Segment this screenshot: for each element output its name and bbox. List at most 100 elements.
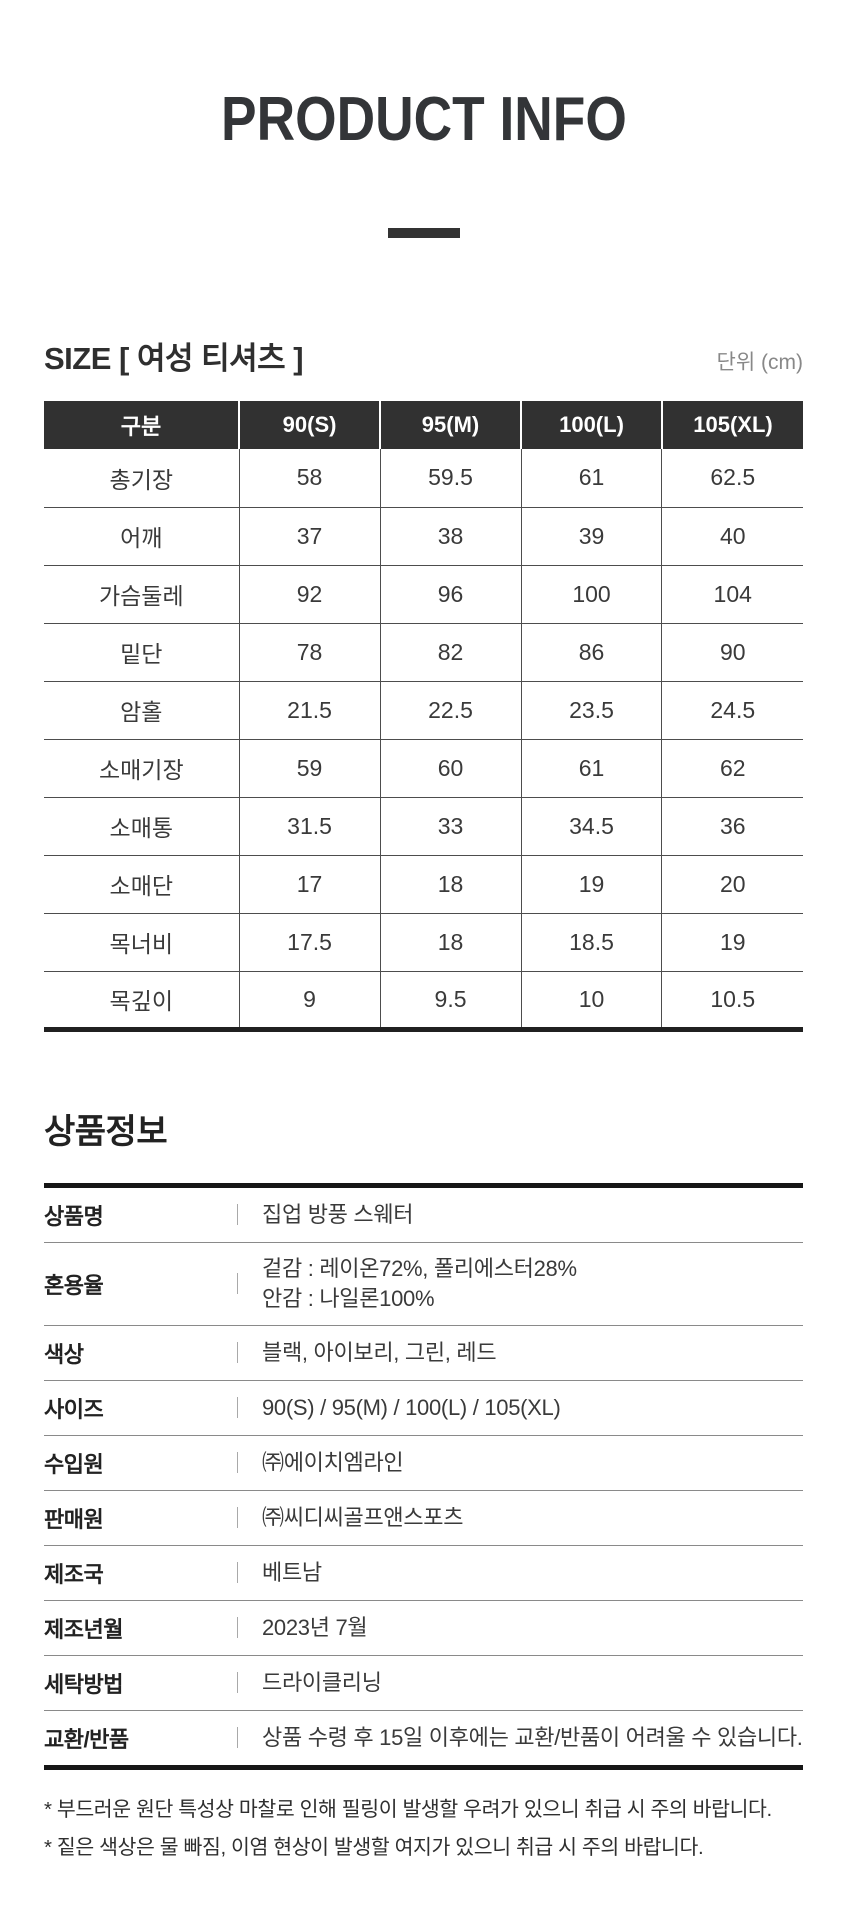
- size-table: 구분 90(S) 95(M) 100(L) 105(XL) 총기장 58 59.5 61 62.…: [44, 401, 803, 1032]
- size-cell: 82: [379, 622, 522, 681]
- size-cell: 34.5: [520, 796, 662, 855]
- size-cell: 62: [661, 738, 803, 797]
- info-row-value: 드라이클리닝: [262, 1669, 382, 1695]
- info-row: 색상 블랙, 아이보리, 그린, 레드: [44, 1324, 803, 1380]
- footnote-line: * 짙은 색상은 물 빠짐, 이염 현상이 발생할 여지가 있으니 취급 시 주…: [44, 1835, 704, 1859]
- info-row-value: 90(S) / 95(M) / 100(L) / 105(XL): [262, 1394, 561, 1420]
- size-section-header: SIZE [ 여성 티셔츠 ] 단위 (cm): [44, 333, 803, 378]
- info-row-value: 상품 수령 후 15일 이후에는 교환/반품이 어려울 수 있습니다.: [262, 1724, 803, 1750]
- size-row-label: 총기장: [109, 466, 174, 493]
- size-cell: 17: [238, 854, 381, 913]
- size-cell: 9: [238, 970, 381, 1029]
- size-table-header-row: 구분 90(S) 95(M) 100(L) 105(XL): [44, 401, 803, 449]
- info-row-label: 수입원: [44, 1451, 104, 1477]
- size-cell: 61: [520, 738, 662, 797]
- info-row: 사이즈 90(S) / 95(M) / 100(L) / 105(XL): [44, 1379, 803, 1435]
- info-row-divider: [237, 1507, 238, 1528]
- info-row-label: 혼용율: [44, 1272, 104, 1298]
- info-row-label: 색상: [44, 1341, 84, 1367]
- size-cell: 62.5: [661, 449, 803, 507]
- info-row-divider: [237, 1562, 238, 1583]
- product-info-heading: 상품정보: [44, 1112, 168, 1151]
- size-row-label: 어깨: [44, 506, 240, 565]
- size-row-label: 목깊이: [44, 970, 240, 1029]
- info-row: 수입원 ㈜에이치엠라인: [44, 1434, 803, 1490]
- size-cell: 10.5: [661, 970, 803, 1029]
- size-table-column-header: 105(XL): [660, 401, 803, 449]
- info-row: 제조국 베트남: [44, 1544, 803, 1600]
- size-cell: 104: [661, 564, 803, 623]
- size-cell: 21.5: [238, 680, 381, 739]
- size-cell: 86: [520, 622, 662, 681]
- size-row-label: 밑단: [44, 622, 240, 681]
- info-row-label: 세탁방법: [44, 1671, 123, 1697]
- info-row-label: 제조국: [44, 1561, 104, 1587]
- size-cell: 92: [238, 564, 381, 623]
- info-row-value: 겉감 : 레이온72%, 폴리에스터28% 안감 : 나일론100%: [262, 1255, 577, 1311]
- size-table-column-header: 90(S): [238, 401, 381, 449]
- size-cell: 18.5: [520, 912, 662, 971]
- page-title: PRODUCT INFO: [220, 85, 627, 154]
- size-cell: 18: [379, 912, 522, 971]
- info-row-label: 판매원: [44, 1506, 104, 1532]
- size-row-label: 가슴둘레: [44, 564, 240, 623]
- size-cell: 61: [520, 449, 662, 507]
- info-row-value: 2023년 7월: [262, 1614, 368, 1640]
- size-table-row: 소매통 31.5 33 34.5 36: [44, 796, 803, 855]
- size-cell: 19: [520, 854, 662, 913]
- size-cell: 39: [520, 506, 662, 565]
- size-cell: 90: [661, 622, 803, 681]
- size-cell: 37: [238, 506, 381, 565]
- info-row-label: 사이즈: [44, 1396, 104, 1422]
- info-row-divider: [237, 1452, 238, 1473]
- size-cell: 20: [661, 854, 803, 913]
- size-cell: 78: [238, 622, 381, 681]
- size-table-row: 소매기장 59 60 61 62: [44, 738, 803, 797]
- size-table-row: 총기장 58 59.5 61 62.5: [44, 449, 803, 507]
- size-unit-label: 단위 (cm): [716, 351, 803, 374]
- info-row: 판매원 ㈜씨디씨골프앤스포츠: [44, 1489, 803, 1545]
- size-table-head: 구분 90(S) 95(M) 100(L) 105(XL): [44, 401, 803, 449]
- size-table-row: 밑단 78 82 86 90: [44, 622, 803, 681]
- size-heading: SIZE [ 여성 티셔츠 ]: [44, 341, 304, 376]
- size-cell: 19: [661, 912, 803, 971]
- size-cell: 17.5: [238, 912, 381, 971]
- size-table-column-header: 구분: [44, 401, 240, 449]
- size-cell: 10: [520, 970, 662, 1029]
- size-table-column-header: 100(L): [520, 401, 662, 449]
- size-cell: 100: [520, 564, 662, 623]
- info-row-value: 집업 방풍 스웨터: [262, 1201, 414, 1227]
- info-row-value: ㈜에이치엠라인: [262, 1449, 404, 1475]
- size-table-row: 암홀 21.5 22.5 23.5 24.5: [44, 680, 803, 739]
- size-row-label: 소매기장: [44, 738, 240, 797]
- size-cell: 22.5: [379, 680, 522, 739]
- info-row-divider: [237, 1727, 238, 1748]
- info-row-label: 상품명: [44, 1203, 104, 1229]
- size-cell: 38: [379, 506, 522, 565]
- info-row-divider: [237, 1617, 238, 1638]
- size-cell: 31.5: [238, 796, 381, 855]
- info-row: 세탁방법 드라이클리닝: [44, 1654, 803, 1710]
- info-row-divider: [237, 1273, 238, 1294]
- size-cell: 33: [379, 796, 522, 855]
- size-cell: 40: [661, 506, 803, 565]
- size-row-label: 소매통: [44, 796, 240, 855]
- info-row-divider: [237, 1672, 238, 1693]
- info-row-value: 블랙, 아이보리, 그린, 레드: [262, 1339, 497, 1365]
- info-row-divider: [237, 1342, 238, 1363]
- size-cell: 60: [379, 738, 522, 797]
- info-row-value: 베트남: [262, 1559, 322, 1585]
- info-row-label: 교환/반품: [44, 1726, 129, 1752]
- size-table-row: 소매단 17 18 19 20: [44, 854, 803, 913]
- size-cell: 23.5: [520, 680, 662, 739]
- size-cell: 96: [379, 564, 522, 623]
- info-row: 상품명 집업 방풍 스웨터: [44, 1188, 803, 1242]
- size-cell: 59.5: [379, 449, 522, 507]
- size-table-row: 어깨 37 38 39 40: [44, 506, 803, 565]
- info-row-value: ㈜씨디씨골프앤스포츠: [262, 1504, 464, 1530]
- info-row-label: 제조년월: [44, 1616, 123, 1642]
- info-row: 제조년월 2023년 7월: [44, 1599, 803, 1655]
- info-row: 교환/반품 상품 수령 후 15일 이후에는 교환/반품이 어려울 수 있습니다.: [44, 1709, 803, 1765]
- size-row-label: 목너비: [44, 912, 240, 971]
